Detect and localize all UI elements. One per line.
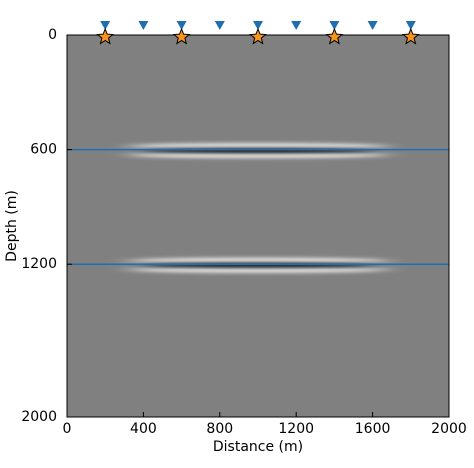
source: [96, 27, 115, 45]
x-tick-label: 800: [206, 421, 233, 437]
x-tick-label: 0: [63, 421, 72, 437]
source: [249, 27, 267, 45]
x-tick-label: 2000: [431, 421, 467, 437]
receiver: [405, 21, 416, 30]
receiver: [291, 21, 302, 30]
source: [325, 27, 344, 45]
receiver: [176, 21, 187, 30]
receiver: [367, 21, 378, 30]
y-tick-label: 1200: [21, 256, 57, 272]
image-background: [67, 35, 449, 417]
x-tick-label: 1200: [278, 421, 314, 437]
x-tick-label: 1600: [355, 421, 391, 437]
receiver: [253, 21, 263, 30]
source: [172, 27, 191, 45]
image-band: [128, 151, 388, 158]
source: [401, 27, 420, 45]
image-band: [128, 266, 388, 273]
y-tick-label: 0: [48, 27, 57, 43]
y-tick-label: 2000: [21, 409, 57, 425]
receiver: [138, 21, 149, 30]
image-band: [128, 258, 388, 265]
x-axis-label: Distance (m): [213, 439, 303, 455]
y-axis-label: Depth (m): [4, 190, 20, 262]
plot-area: [67, 35, 449, 417]
image-band: [128, 143, 388, 150]
receiver: [100, 21, 111, 30]
x-tick-label: 400: [130, 421, 157, 437]
y-tick-label: 600: [30, 142, 57, 158]
receiver: [214, 21, 225, 30]
receiver: [329, 21, 340, 30]
